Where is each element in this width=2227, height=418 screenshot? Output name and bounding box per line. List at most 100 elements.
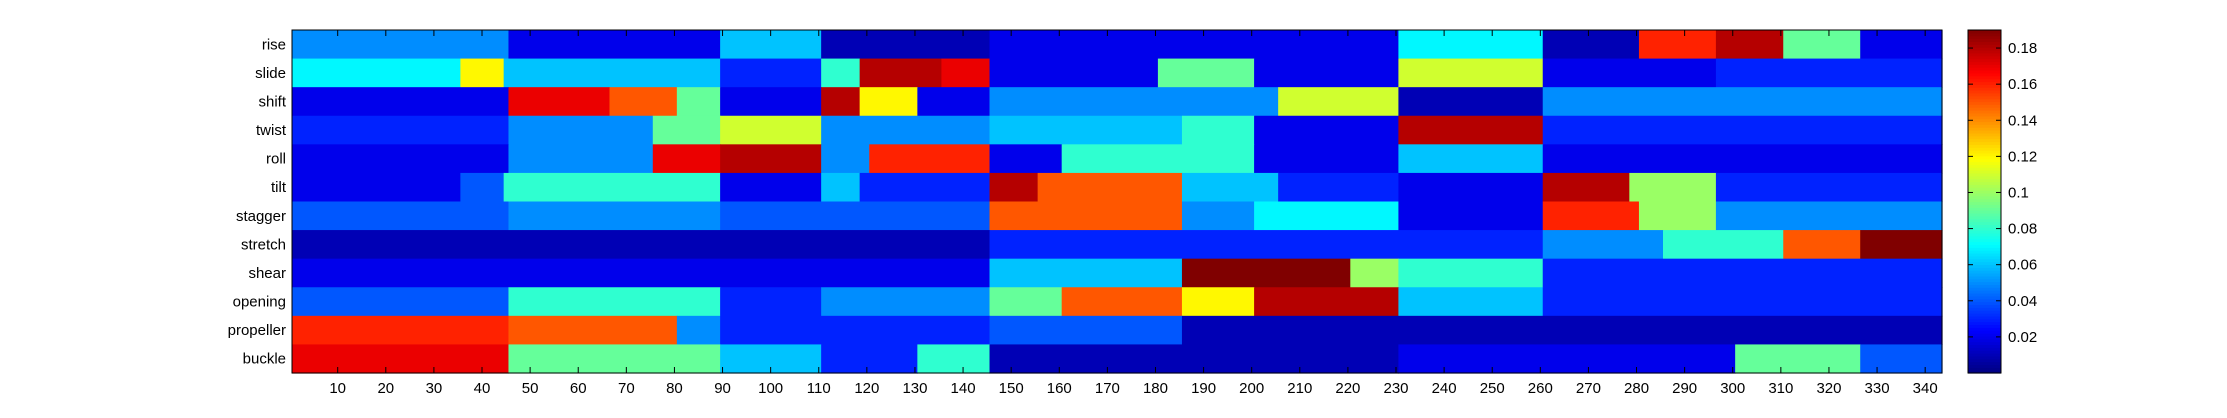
heatmap-cell-roll (1542, 144, 1943, 174)
x-tick-label: 220 (1335, 380, 1360, 397)
heatmap-cell-rise (1715, 30, 1784, 60)
colorbar-step (1968, 55, 2001, 60)
colorbar-step (1968, 41, 2001, 45)
colorbar-step (1968, 107, 2001, 111)
heatmap-cell-tilt (1542, 172, 1630, 203)
colorbar-step (1968, 58, 2001, 63)
colorbar-step (1968, 32, 2001, 37)
colorbar-step (1968, 110, 2001, 114)
heatmap-cell-shift (1278, 87, 1400, 117)
heatmap-cell-rise (508, 30, 721, 60)
heatmap-cell-opening (1061, 287, 1183, 317)
x-tick-label: 200 (1239, 380, 1264, 397)
heatmap-cell-opening (1398, 287, 1544, 317)
colorbar-step (1968, 52, 2001, 57)
x-tick-label: 80 (666, 380, 683, 397)
heatmap-cell-opening (1542, 287, 1943, 317)
colorbar-step (1968, 232, 2001, 237)
heatmap-cell-propeller (720, 315, 991, 346)
colorbar-step (1968, 292, 2001, 297)
colorbar-step (1968, 224, 2001, 228)
heatmap-cell-rise (1638, 30, 1717, 60)
heatmap-cell-twist (821, 115, 991, 145)
colorbar-step (1968, 195, 2001, 200)
colorbar-step (1968, 230, 2001, 234)
row-label-propeller: propeller (228, 322, 286, 339)
colorbar-step (1968, 267, 2001, 271)
colorbar-ticks: 0.02 0.04 0.06 0.08 0.1 0.12 0.14 0.16 0.18 (1968, 40, 2037, 346)
heatmap-cell-tilt (1278, 172, 1400, 203)
colorbar-step (1968, 30, 2001, 34)
heatmap-cell-roll (869, 144, 991, 174)
heatmap-cell-roll (1398, 144, 1544, 174)
colorbar-step (1968, 135, 2001, 140)
row-label-twist: twist (256, 122, 287, 139)
heatmap-cell-shear (292, 258, 991, 288)
colorbar-step (1968, 215, 2001, 220)
colorbar-step (1968, 84, 2001, 88)
colorbar-step (1968, 92, 2001, 97)
heatmap-cell-slide (292, 58, 461, 88)
x-tick-label: 130 (902, 380, 927, 397)
colorbar-step (1968, 261, 2001, 265)
heatmap-cell-stagger (1181, 201, 1255, 231)
colorbar-step (1968, 250, 2001, 254)
colorbar-step (1968, 167, 2001, 171)
heatmap-cell-slide (941, 58, 991, 88)
colorbar-step (1968, 338, 2001, 343)
heatmap-cell-slide (1715, 58, 1943, 88)
heatmap-cell-shear (1542, 258, 1943, 288)
colorbar-step (1968, 258, 2001, 263)
colorbar-step (1968, 312, 2001, 317)
heatmap-cell-roll (652, 144, 721, 174)
heatmap-cell-twist (508, 115, 654, 145)
row-label-slide: slide (255, 65, 286, 82)
heatmap-cell-tilt (1181, 172, 1279, 203)
heatmap-cell-propeller (508, 315, 678, 346)
colorbar-step (1968, 270, 2001, 274)
x-tick-label: 60 (570, 380, 587, 397)
colorbar-step (1968, 301, 2001, 305)
heatmap-cell-stagger (720, 201, 991, 231)
heatmap-cell-roll (989, 144, 1063, 174)
colorbar-step (1968, 210, 2001, 214)
heatmap-cell-twist (1542, 115, 1943, 145)
colorbar-step (1968, 121, 2001, 125)
heatmap-cell-twist (292, 115, 510, 145)
x-tick-label: 100 (758, 380, 783, 397)
x-tick-label: 50 (522, 380, 539, 397)
colorbar-step (1968, 324, 2001, 328)
colorbar-tick-label: 0.16 (2008, 76, 2037, 93)
colorbar-step (1968, 298, 2001, 303)
colorbar-step (1968, 238, 2001, 243)
colorbar-step (1968, 187, 2001, 191)
x-tick-label: 340 (1913, 380, 1938, 397)
colorbar-step (1968, 172, 2001, 177)
heatmap-cell-stretch (1662, 230, 1784, 260)
heatmap-cell-stagger (1254, 201, 1400, 231)
colorbar-step (1968, 284, 2001, 288)
colorbar-step (1968, 272, 2001, 277)
colorbar-step (1968, 252, 2001, 257)
colorbar-step (1968, 295, 2001, 300)
heatmap-cell-opening (720, 287, 822, 317)
colorbar-tick-label: 0.02 (2008, 329, 2037, 346)
colorbar-tick-label: 0.14 (2008, 112, 2037, 129)
heatmap-cell-shear (1398, 258, 1544, 288)
heatmap-cell-shift (720, 87, 822, 117)
heatmap-cell-shift (989, 87, 1279, 117)
heatmap-cell-opening (292, 287, 510, 317)
colorbar-step (1968, 198, 2001, 203)
colorbar-step (1968, 115, 2001, 120)
heatmap-cell-tilt (292, 172, 461, 203)
colorbar-step (1968, 235, 2001, 240)
heatmap-cell-shift (917, 87, 991, 117)
colorbar-tick-label: 0.12 (2008, 148, 2037, 165)
colorbar-step (1968, 175, 2001, 180)
colorbar-step (1968, 341, 2001, 346)
heatmap-cell-rise (821, 30, 991, 60)
row-label-tilt: tilt (271, 179, 287, 196)
colorbar-step (1968, 101, 2001, 105)
heatmap-cell-shift (859, 87, 918, 117)
x-tick-label: 110 (807, 380, 831, 397)
